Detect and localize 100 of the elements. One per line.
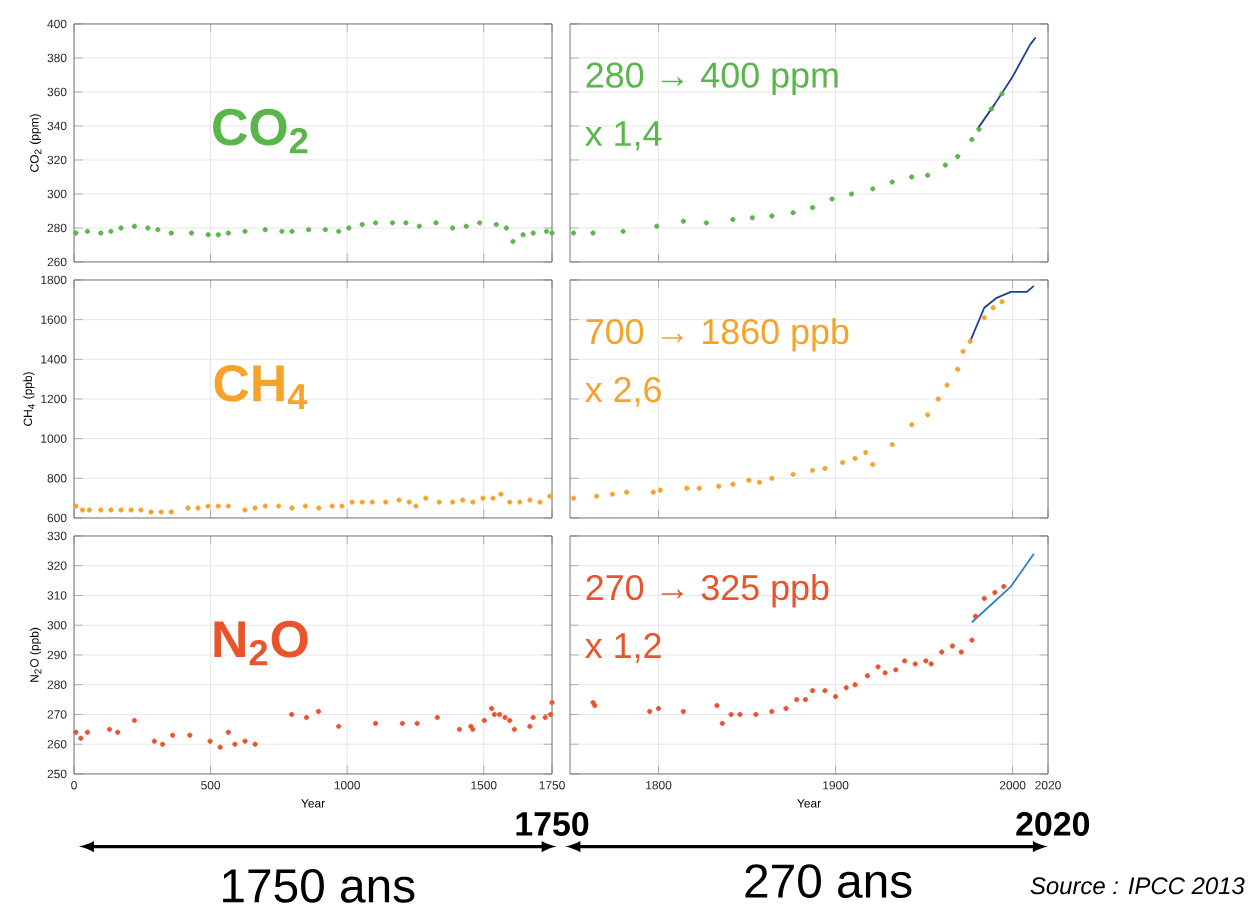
point (416, 223, 422, 229)
point (809, 467, 816, 473)
point (372, 720, 379, 726)
point (436, 499, 442, 505)
point (923, 658, 929, 664)
point (491, 711, 497, 718)
point (108, 507, 114, 513)
point (714, 702, 720, 709)
point (511, 726, 517, 732)
point (848, 191, 855, 197)
annotation: 280 → 400 ppm (586, 62, 838, 95)
point (624, 489, 630, 495)
point (434, 714, 440, 721)
point (477, 220, 483, 226)
point (262, 227, 268, 233)
point (769, 475, 775, 481)
point (507, 499, 513, 505)
point (570, 495, 577, 501)
point (148, 509, 154, 515)
point (969, 637, 975, 643)
point (456, 726, 463, 732)
point (383, 499, 389, 505)
point (852, 682, 858, 688)
annotation: x 1,2 (585, 633, 661, 663)
point (205, 503, 211, 509)
annotation: 270 → 325 ppb (586, 573, 829, 608)
point (590, 699, 596, 706)
point (329, 503, 335, 509)
point (232, 741, 238, 747)
point (549, 699, 555, 706)
point (158, 509, 164, 515)
point (490, 495, 496, 501)
text: 1750 (516, 811, 589, 836)
annotation: x 1,4 (585, 121, 662, 151)
point (413, 503, 419, 509)
point (168, 230, 174, 236)
point (503, 225, 509, 231)
point (207, 738, 213, 744)
point (98, 507, 104, 513)
point (955, 153, 961, 160)
point (84, 228, 90, 234)
point (719, 720, 725, 726)
point (98, 230, 104, 236)
point (990, 305, 996, 311)
point (590, 230, 596, 236)
point (882, 670, 888, 676)
annotation: x 2,6 (585, 376, 661, 407)
point (527, 723, 533, 729)
point (106, 726, 113, 732)
point (981, 315, 987, 321)
point (470, 726, 476, 732)
point (489, 705, 495, 712)
point (517, 499, 523, 505)
point (480, 495, 486, 501)
point (496, 711, 503, 718)
point (809, 204, 816, 211)
point (79, 507, 86, 513)
point (655, 705, 662, 712)
point (909, 422, 915, 428)
point (187, 732, 193, 738)
point (520, 232, 526, 238)
point (369, 499, 375, 505)
point (684, 485, 690, 491)
point (925, 172, 931, 178)
point (170, 732, 176, 738)
point (151, 738, 157, 744)
point (498, 491, 504, 497)
text: 2020 (1016, 811, 1090, 836)
point (769, 213, 775, 219)
point (609, 491, 616, 497)
point (138, 507, 144, 513)
point (548, 711, 554, 718)
point (592, 702, 598, 709)
point (875, 664, 881, 670)
point (969, 136, 975, 143)
point (999, 91, 1005, 97)
point (493, 221, 499, 228)
point (716, 483, 722, 489)
point (928, 661, 934, 667)
point (650, 489, 656, 495)
point (530, 230, 536, 236)
point (543, 228, 550, 234)
point (507, 717, 513, 724)
point (939, 649, 945, 655)
point (315, 708, 322, 715)
point (783, 705, 789, 712)
point (958, 649, 964, 655)
point (809, 688, 816, 694)
point (372, 220, 379, 226)
point (289, 505, 295, 511)
text: 1750 ans (223, 868, 415, 903)
annotation: N$_{2}$O (214, 620, 308, 666)
point (502, 714, 508, 721)
point (188, 230, 195, 236)
point (753, 711, 759, 718)
point (972, 613, 979, 619)
point (450, 499, 456, 505)
point (942, 162, 948, 168)
point (403, 220, 409, 226)
point (86, 507, 92, 513)
